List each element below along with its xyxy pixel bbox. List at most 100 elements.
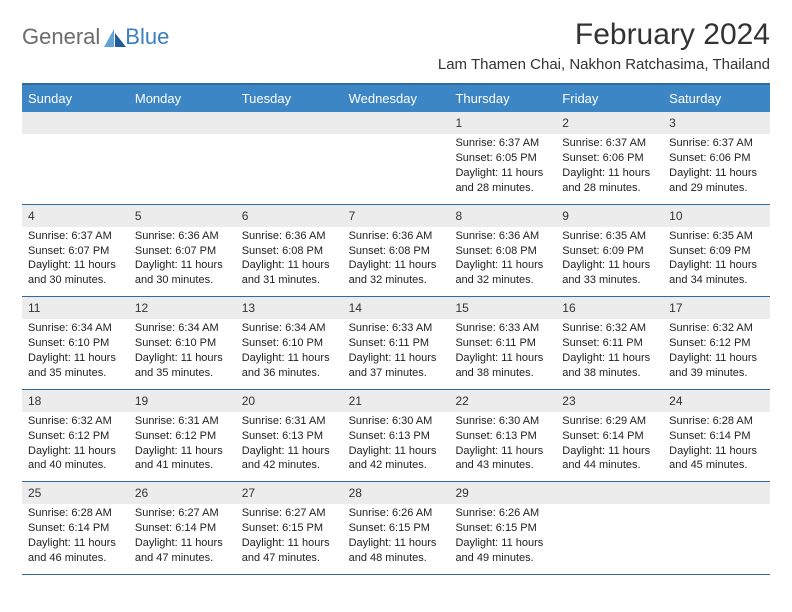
weeks-container: 1Sunrise: 6:37 AMSunset: 6:05 PMDaylight… [22, 112, 770, 575]
day-cell: 16Sunrise: 6:32 AMSunset: 6:11 PMDayligh… [556, 297, 663, 389]
day-body: Sunrise: 6:36 AMSunset: 6:08 PMDaylight:… [449, 229, 556, 296]
day-ss: Sunset: 6:08 PM [242, 244, 337, 259]
week-row: 18Sunrise: 6:32 AMSunset: 6:12 PMDayligh… [22, 390, 770, 483]
day-number: 21 [343, 390, 450, 412]
day-cell: 9Sunrise: 6:35 AMSunset: 6:09 PMDaylight… [556, 205, 663, 297]
day-dl2: and 46 minutes. [28, 551, 123, 566]
day-body: Sunrise: 6:34 AMSunset: 6:10 PMDaylight:… [236, 321, 343, 388]
week-row: 11Sunrise: 6:34 AMSunset: 6:10 PMDayligh… [22, 297, 770, 390]
location-subtitle: Lam Thamen Chai, Nakhon Ratchasima, Thai… [438, 56, 770, 73]
day-number: 28 [343, 482, 450, 504]
day-number [129, 112, 236, 134]
day-cell: 19Sunrise: 6:31 AMSunset: 6:12 PMDayligh… [129, 390, 236, 482]
day-cell [556, 482, 663, 574]
day-number: 22 [449, 390, 556, 412]
day-number: 23 [556, 390, 663, 412]
day-body [129, 136, 236, 144]
day-cell: 14Sunrise: 6:33 AMSunset: 6:11 PMDayligh… [343, 297, 450, 389]
day-dl2: and 47 minutes. [242, 551, 337, 566]
day-cell [343, 112, 450, 204]
day-number: 13 [236, 297, 343, 319]
day-body: Sunrise: 6:32 AMSunset: 6:11 PMDaylight:… [556, 321, 663, 388]
day-sr: Sunrise: 6:35 AM [562, 229, 657, 244]
day-ss: Sunset: 6:09 PM [669, 244, 764, 259]
day-dl2: and 32 minutes. [349, 273, 444, 288]
day-sr: Sunrise: 6:31 AM [135, 414, 230, 429]
day-sr: Sunrise: 6:32 AM [28, 414, 123, 429]
day-number: 18 [22, 390, 129, 412]
day-cell: 21Sunrise: 6:30 AMSunset: 6:13 PMDayligh… [343, 390, 450, 482]
week-row: 25Sunrise: 6:28 AMSunset: 6:14 PMDayligh… [22, 482, 770, 575]
day-header-sun: Sunday [22, 85, 129, 112]
logo-text-general: General [22, 24, 100, 50]
day-number: 4 [22, 205, 129, 227]
day-body [343, 136, 450, 144]
day-dl1: Daylight: 11 hours [242, 444, 337, 459]
day-dl1: Daylight: 11 hours [455, 258, 550, 273]
day-ss: Sunset: 6:13 PM [455, 429, 550, 444]
day-body: Sunrise: 6:31 AMSunset: 6:12 PMDaylight:… [129, 414, 236, 481]
day-body: Sunrise: 6:26 AMSunset: 6:15 PMDaylight:… [449, 506, 556, 573]
day-dl1: Daylight: 11 hours [349, 536, 444, 551]
calendar: Sunday Monday Tuesday Wednesday Thursday… [22, 83, 770, 575]
day-sr: Sunrise: 6:29 AM [562, 414, 657, 429]
day-number: 12 [129, 297, 236, 319]
day-ss: Sunset: 6:05 PM [455, 151, 550, 166]
day-dl2: and 44 minutes. [562, 458, 657, 473]
day-dl1: Daylight: 11 hours [455, 444, 550, 459]
day-body [556, 506, 663, 514]
day-sr: Sunrise: 6:33 AM [455, 321, 550, 336]
day-ss: Sunset: 6:14 PM [562, 429, 657, 444]
day-body: Sunrise: 6:34 AMSunset: 6:10 PMDaylight:… [129, 321, 236, 388]
page-title: February 2024 [438, 18, 770, 52]
day-dl1: Daylight: 11 hours [135, 444, 230, 459]
day-dl2: and 42 minutes. [242, 458, 337, 473]
day-dl2: and 35 minutes. [28, 366, 123, 381]
day-ss: Sunset: 6:13 PM [242, 429, 337, 444]
day-number: 2 [556, 112, 663, 134]
day-dl1: Daylight: 11 hours [562, 258, 657, 273]
day-dl2: and 29 minutes. [669, 181, 764, 196]
day-ss: Sunset: 6:13 PM [349, 429, 444, 444]
day-number: 9 [556, 205, 663, 227]
day-body: Sunrise: 6:36 AMSunset: 6:08 PMDaylight:… [236, 229, 343, 296]
day-dl1: Daylight: 11 hours [135, 258, 230, 273]
day-body [663, 506, 770, 514]
day-sr: Sunrise: 6:31 AM [242, 414, 337, 429]
day-dl2: and 48 minutes. [349, 551, 444, 566]
day-number: 27 [236, 482, 343, 504]
day-body [22, 136, 129, 144]
day-cell: 26Sunrise: 6:27 AMSunset: 6:14 PMDayligh… [129, 482, 236, 574]
day-ss: Sunset: 6:08 PM [455, 244, 550, 259]
day-cell [663, 482, 770, 574]
day-dl2: and 30 minutes. [28, 273, 123, 288]
day-ss: Sunset: 6:11 PM [562, 336, 657, 351]
day-body: Sunrise: 6:27 AMSunset: 6:14 PMDaylight:… [129, 506, 236, 573]
day-body: Sunrise: 6:37 AMSunset: 6:05 PMDaylight:… [449, 136, 556, 203]
day-body: Sunrise: 6:32 AMSunset: 6:12 PMDaylight:… [22, 414, 129, 481]
day-dl2: and 31 minutes. [242, 273, 337, 288]
logo-text-blue: Blue [125, 24, 169, 50]
day-number: 14 [343, 297, 450, 319]
day-number: 10 [663, 205, 770, 227]
day-dl1: Daylight: 11 hours [28, 351, 123, 366]
day-body: Sunrise: 6:35 AMSunset: 6:09 PMDaylight:… [663, 229, 770, 296]
day-cell: 22Sunrise: 6:30 AMSunset: 6:13 PMDayligh… [449, 390, 556, 482]
day-number [236, 112, 343, 134]
day-dl2: and 33 minutes. [562, 273, 657, 288]
day-number: 15 [449, 297, 556, 319]
day-dl2: and 32 minutes. [455, 273, 550, 288]
day-body: Sunrise: 6:29 AMSunset: 6:14 PMDaylight:… [556, 414, 663, 481]
day-cell: 2Sunrise: 6:37 AMSunset: 6:06 PMDaylight… [556, 112, 663, 204]
day-sr: Sunrise: 6:34 AM [28, 321, 123, 336]
day-body: Sunrise: 6:36 AMSunset: 6:07 PMDaylight:… [129, 229, 236, 296]
day-body: Sunrise: 6:33 AMSunset: 6:11 PMDaylight:… [343, 321, 450, 388]
day-number: 5 [129, 205, 236, 227]
day-ss: Sunset: 6:07 PM [135, 244, 230, 259]
sail-icon [104, 29, 126, 47]
day-sr: Sunrise: 6:28 AM [669, 414, 764, 429]
day-dl2: and 34 minutes. [669, 273, 764, 288]
day-sr: Sunrise: 6:36 AM [455, 229, 550, 244]
day-ss: Sunset: 6:11 PM [349, 336, 444, 351]
day-number: 7 [343, 205, 450, 227]
